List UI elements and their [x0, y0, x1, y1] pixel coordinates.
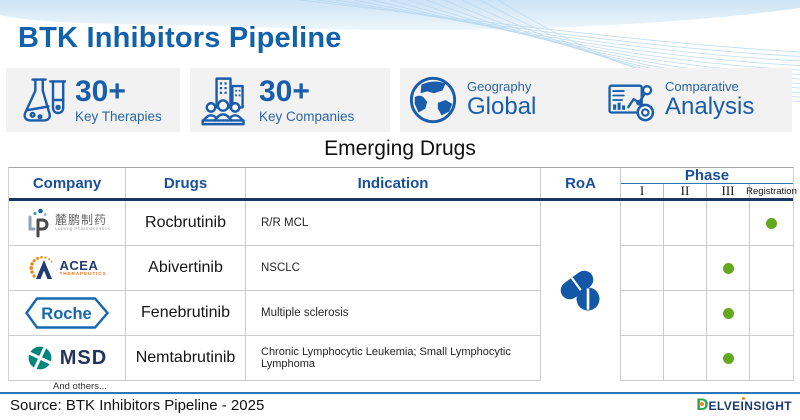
buildings-people-icon: [201, 77, 245, 126]
analysis-value: Analysis: [665, 93, 755, 121]
delveinsight-logo: D ELVE I NSIGHT: [696, 396, 792, 413]
delveinsight-wordmark: ELVE: [708, 399, 741, 413]
phase-cell: [621, 336, 664, 381]
roa-cell: [541, 201, 621, 381]
stat-geography: Geography Global: [400, 68, 598, 132]
msd-mark-icon: [26, 345, 53, 371]
lupeng-chinese-name: 麓鹏制药: [54, 212, 107, 227]
bottom-divider-line: [0, 392, 800, 394]
stat-comparative-analysis: Comparative Analysis: [598, 68, 792, 132]
bar-chart-magnifier-icon: [608, 84, 655, 122]
phase-cell: [707, 201, 750, 246]
company-cell: Roche: [9, 291, 126, 336]
comparative-label: Comparative: [665, 79, 739, 95]
column-header-phase: Phase: [621, 167, 793, 184]
phase-subheader-2: II: [664, 183, 707, 198]
phase-cell: [750, 246, 793, 291]
key-therapies-count: 30+: [75, 74, 126, 108]
phase-cell: [707, 246, 750, 291]
emerging-drugs-table: Company Drugs Indication RoA Phase I II …: [8, 167, 797, 381]
drug-cell: Rocbrutinib: [126, 201, 246, 246]
phase-cell: [750, 336, 793, 381]
roche-wordmark: Roche: [41, 305, 91, 323]
phase-cell: [750, 291, 793, 336]
pills-icon: [560, 270, 599, 311]
geography-value: Global: [467, 93, 537, 121]
phase-cell: [707, 291, 750, 336]
msd-wordmark: MSD: [59, 346, 108, 369]
delveinsight-d-mark: D: [696, 395, 709, 414]
indication-cell: Multiple sclerosis: [246, 291, 541, 336]
indication-cell: NSCLC: [246, 246, 541, 291]
lupeng-pharmaceutics-logo: 麓鹏制药 Lupeng Pharmaceutics: [24, 208, 110, 238]
phase-cell: [664, 336, 707, 381]
acea-subtext: THERAPEUTICS: [59, 272, 107, 277]
phase-cell: [664, 246, 707, 291]
msd-logo: MSD: [26, 345, 108, 371]
company-cell: 麓鹏制药 Lupeng Pharmaceutics: [9, 201, 126, 246]
globe-icon: [409, 76, 457, 124]
phase-cell: [707, 336, 750, 381]
phase-cell: [621, 291, 664, 336]
phase-subheader-1: I: [621, 183, 664, 198]
column-header-indication: Indication: [246, 168, 541, 198]
lupeng-english-name: Lupeng Pharmaceutics: [54, 227, 111, 233]
phase-cell: [621, 246, 664, 291]
drug-cell: Fenebrutinib: [126, 291, 246, 336]
column-header-roa: RoA: [541, 168, 621, 198]
stat-key-companies: 30+ Key Companies: [190, 68, 390, 132]
acea-name: ACEA: [59, 258, 99, 273]
header-divider-line: [9, 198, 793, 201]
page-title: BTK Inhibitors Pipeline: [18, 22, 342, 54]
stat-key-therapies: 30+ Key Therapies: [6, 68, 180, 132]
indication-cell: Chronic Lymphocytic Leukemia; Small Lymp…: [246, 336, 541, 381]
drug-cell: Nemtabrutinib: [126, 336, 246, 381]
roche-logo: Roche: [25, 297, 109, 329]
indication-cell: R/R MCL: [246, 201, 541, 246]
acea-mark-icon: [28, 255, 53, 279]
acea-therapeutics-logo: ACEA THERAPEUTICS: [28, 255, 107, 281]
phase-cell: [750, 201, 793, 246]
company-cell: MSD: [9, 336, 126, 381]
column-header-company: Company: [9, 168, 126, 198]
phase-cell: [664, 201, 707, 246]
phase-subheader-registration: Registration: [746, 185, 797, 197]
flask-icon: [23, 78, 66, 122]
key-companies-label: Key Companies: [259, 108, 355, 124]
company-cell: ACEA THERAPEUTICS: [9, 246, 126, 291]
section-title: Emerging Drugs: [324, 137, 476, 160]
table-footnote: And others...: [53, 381, 107, 392]
key-therapies-label: Key Therapies: [75, 108, 162, 124]
delveinsight-wordmark: NSIGHT: [744, 399, 792, 413]
lupeng-lp-mark-icon: [28, 208, 49, 238]
source-text: Source: BTK Inhibitors Pipeline - 2025: [10, 397, 265, 414]
phase-cell: [621, 201, 664, 246]
geography-label: Geography: [467, 79, 532, 95]
phase-subheader-3: III: [707, 183, 750, 198]
column-header-drugs: Drugs: [126, 168, 246, 198]
delveinsight-dotted-i: I: [740, 396, 745, 413]
drug-cell: Abivertinib: [126, 246, 246, 291]
key-companies-count: 30+: [259, 74, 310, 108]
phase-cell: [664, 291, 707, 336]
